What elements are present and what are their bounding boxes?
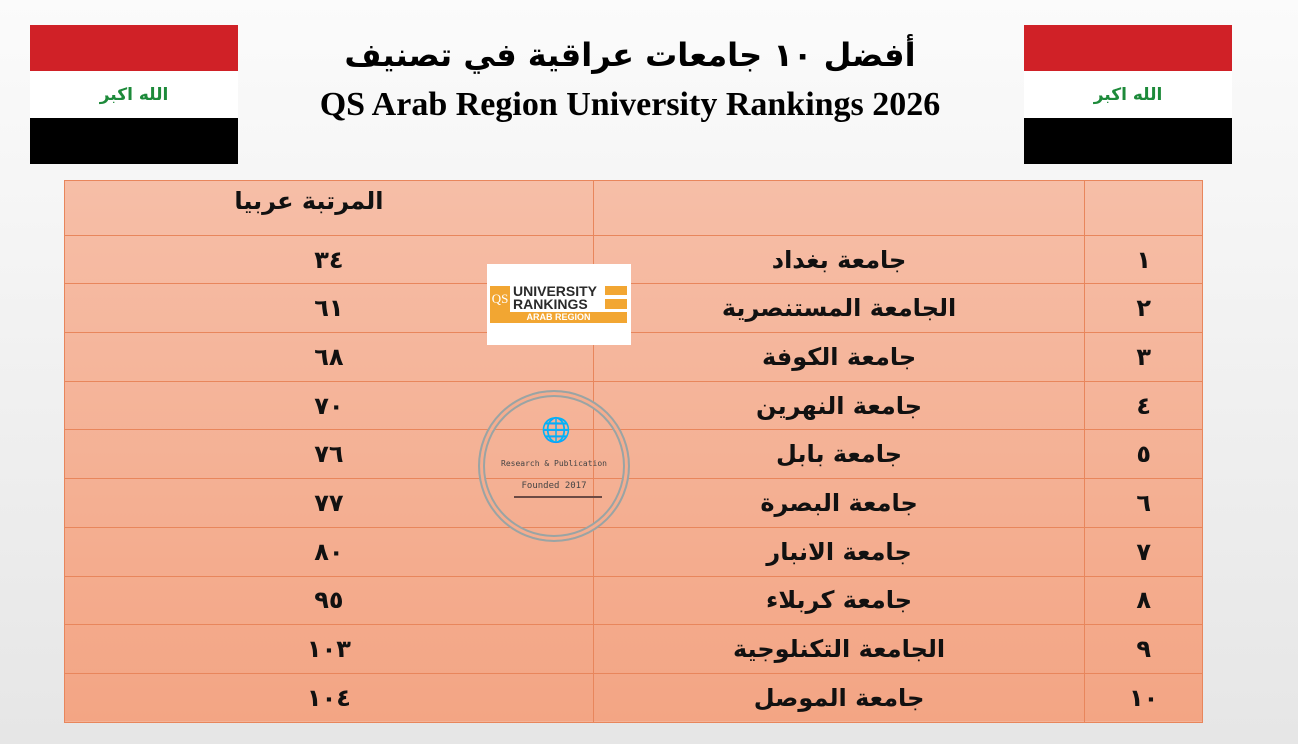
university-cell: جامعة الكوفة — [592, 332, 1086, 382]
number-cell: ٣ — [1084, 332, 1203, 382]
logo-line1: UNIVERSITY — [513, 283, 598, 299]
title-english: QS Arab Region University Rankings 2026 — [319, 86, 941, 123]
watermark-line1: Research & Publication — [501, 459, 607, 468]
iraq-flag-right: الله اكبر — [1024, 25, 1232, 164]
number-cell: ٧ — [1084, 526, 1203, 577]
watermark-seal: 🌐 Research & Publication Founded 2017 — [478, 390, 630, 542]
table-row: ٩٥ جامعة كربلاء ٨ — [64, 575, 1203, 626]
logo-line2: RANKINGS — [513, 296, 588, 312]
watermark-line2: Founded 2017 — [521, 481, 587, 491]
number-cell: ١ — [1084, 234, 1203, 285]
table-header-row: المرتبة عربيا — [64, 180, 1203, 236]
table-row: ٧٦ جامعة بابل ٥ — [64, 429, 1203, 480]
university-cell: الجامعة التكنلوجية — [592, 624, 1086, 674]
title-arabic: أفضل ١٠ جامعات عراقية في تصنيف — [344, 36, 916, 74]
header-number — [1084, 180, 1203, 236]
qs-rankings-logo: QS UNIVERSITY RANKINGS ARAB REGION — [487, 264, 631, 345]
university-cell: جامعة الانبار — [592, 526, 1086, 577]
number-cell: ٨ — [1084, 575, 1203, 626]
table-row: ٦٨ جامعة الكوفة ٣ — [64, 332, 1203, 382]
table-row: ١٠٣ الجامعة التكنلوجية ٩ — [64, 624, 1203, 674]
university-cell: جامعة بابل — [592, 429, 1086, 480]
number-cell: ٩ — [1084, 624, 1203, 674]
logo-line3: ARAB REGION — [490, 312, 627, 323]
table-row: ٣٤ جامعة بغداد ١ — [64, 234, 1203, 285]
university-cell: جامعة البصرة — [592, 478, 1086, 528]
number-cell: ٤ — [1084, 380, 1203, 431]
number-cell: ٦ — [1084, 478, 1203, 528]
table-row: ٦١ الجامعة المستنصرية ٢ — [64, 283, 1203, 334]
table-row: ١٠٤ جامعة الموصل ١٠ — [64, 672, 1203, 723]
logo-qs: QS — [490, 286, 510, 312]
number-cell: ٥ — [1084, 429, 1203, 480]
rankings-table: المرتبة عربيا ٣٤ جامعة بغداد ١ ٦١ الجامعة ال… — [64, 180, 1203, 723]
flag-inscription: الله اكبر — [99, 84, 169, 105]
university-cell: جامعة الموصل — [592, 672, 1086, 723]
university-cell: جامعة النهرين — [592, 380, 1086, 431]
table-row: ٧٧ جامعة البصرة ٦ — [64, 478, 1203, 528]
arab-rank-cell: ١٠٤ — [64, 672, 594, 723]
table-row: ٨٠ جامعة الانبار ٧ — [64, 526, 1203, 577]
number-cell: ٢ — [1084, 283, 1203, 334]
table-row: ٧٠ جامعة النهرين ٤ — [64, 380, 1203, 431]
iraq-flag-left: الله اكبر — [30, 25, 238, 164]
number-cell: ١٠ — [1084, 672, 1203, 723]
university-cell: جامعة بغداد — [592, 234, 1086, 285]
university-cell: جامعة كربلاء — [592, 575, 1086, 626]
header-arab-rank: المرتبة عربيا — [64, 180, 594, 236]
university-cell: الجامعة المستنصرية — [592, 283, 1086, 334]
arab-rank-cell: ٩٥ — [64, 575, 594, 626]
globe-cursor-icon: 🌐 — [541, 416, 571, 444]
arab-rank-cell: ١٠٣ — [64, 624, 594, 674]
flag-inscription: الله اكبر — [1093, 84, 1163, 105]
arab-rank-cell: ٨٠ — [64, 526, 594, 577]
header-university — [592, 180, 1086, 236]
